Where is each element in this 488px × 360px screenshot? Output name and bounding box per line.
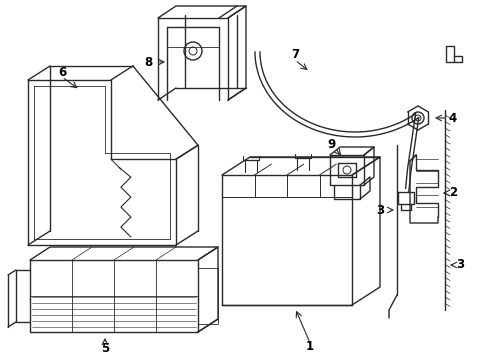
Text: 9: 9 bbox=[327, 138, 335, 150]
Text: 2: 2 bbox=[448, 186, 456, 199]
Text: 1: 1 bbox=[305, 341, 313, 354]
Text: 7: 7 bbox=[290, 49, 299, 62]
Text: 3: 3 bbox=[375, 203, 383, 216]
Text: 5: 5 bbox=[101, 342, 109, 355]
Text: 8: 8 bbox=[143, 55, 152, 68]
Text: 3: 3 bbox=[455, 258, 463, 271]
Text: 6: 6 bbox=[58, 67, 66, 80]
Text: 4: 4 bbox=[448, 112, 456, 125]
